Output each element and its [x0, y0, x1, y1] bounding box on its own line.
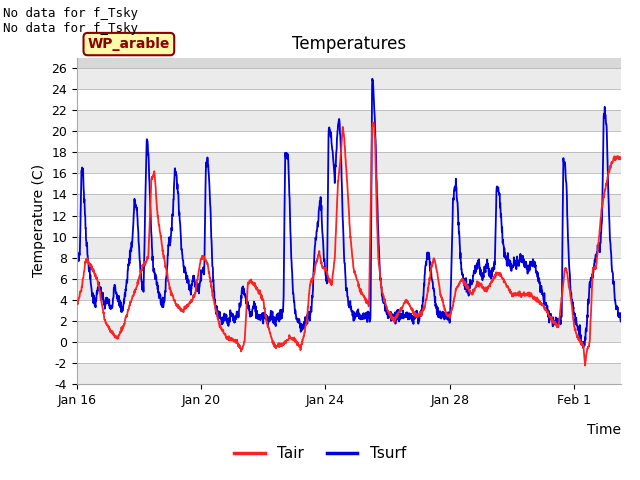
Tsurf [73, 247, 81, 253]
Bar [77, 216, 621, 237]
Tair [337, 145, 345, 151]
Bar [77, 110, 621, 132]
Tair [502, 280, 509, 286]
Bar [77, 342, 621, 363]
Tair [602, 187, 609, 192]
Bar [77, 237, 621, 258]
Text: No data for f_Tsky: No data for f_Tsky [3, 7, 138, 20]
Text: WP_arable: WP_arable [88, 37, 170, 51]
Title: Temperatures: Temperatures [292, 35, 406, 53]
Bar [77, 152, 621, 173]
Bar [77, 279, 621, 300]
Tair [369, 120, 377, 125]
Tsurf [602, 112, 609, 118]
Bar [77, 363, 621, 384]
Text: Time: Time [587, 423, 621, 437]
Tsurf [502, 255, 509, 261]
Bar [77, 89, 621, 110]
Tsurf [100, 300, 108, 306]
Tsurf [337, 161, 345, 167]
Tsurf [617, 319, 625, 324]
Bar [77, 321, 621, 342]
Text: No data for f_Tsky: No data for f_Tsky [3, 22, 138, 35]
Line: Tair: Tair [77, 122, 621, 366]
Tair [73, 300, 81, 306]
Tsurf [323, 280, 331, 286]
Bar [77, 132, 621, 152]
Bar [77, 173, 621, 194]
Tair [581, 363, 589, 369]
Bar [77, 68, 621, 89]
Bar [77, 194, 621, 216]
Tair [323, 269, 331, 275]
Tsurf [579, 345, 587, 351]
Tsurf [369, 76, 376, 82]
Tair [602, 186, 609, 192]
Y-axis label: Temperature (C): Temperature (C) [31, 164, 45, 277]
Tair [100, 317, 108, 323]
Bar [77, 258, 621, 279]
Legend: Tair, Tsurf: Tair, Tsurf [228, 440, 412, 468]
Tsurf [602, 112, 609, 118]
Bar [77, 300, 621, 321]
Line: Tsurf: Tsurf [77, 79, 621, 348]
Tair [617, 155, 625, 160]
